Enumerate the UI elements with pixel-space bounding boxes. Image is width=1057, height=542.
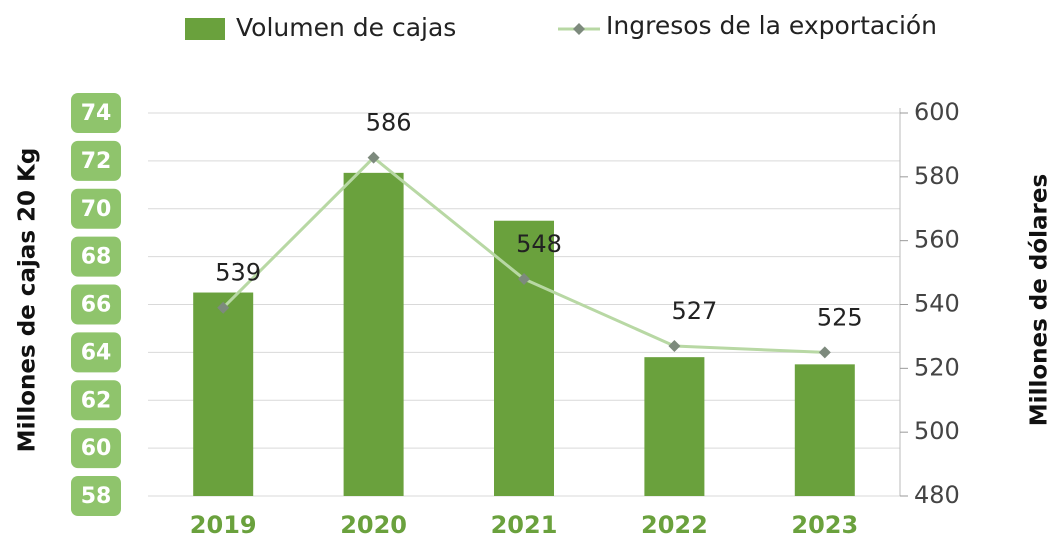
y-tick-label: 72 (81, 149, 112, 174)
data-label: 548 (516, 230, 562, 258)
y2-tick-label: 520 (914, 353, 960, 381)
line-marker (818, 346, 831, 359)
y-tick-label: 62 (81, 388, 112, 413)
y-tick-box (71, 332, 121, 373)
x-tick-label: 2020 (340, 511, 407, 538)
line-marker (668, 339, 681, 352)
line-marker (367, 151, 380, 164)
data-label: 525 (817, 303, 863, 331)
bar (644, 357, 705, 496)
y-tick-label: 66 (81, 293, 112, 318)
y-tick-label: 70 (81, 197, 112, 222)
y-tick-label: 58 (81, 484, 112, 509)
legend-label: Ingresos de la exportación (606, 11, 937, 40)
y2-tick-label: 600 (914, 98, 960, 126)
y-tick-box (71, 236, 121, 277)
line-marker (217, 301, 230, 314)
y-tick-box (71, 140, 121, 181)
legend-marker (573, 23, 585, 35)
y-tick-box (71, 380, 121, 421)
line-marker (518, 272, 530, 285)
y2-tick-label: 480 (914, 481, 960, 509)
x-tick-label: 2019 (190, 511, 257, 538)
data-label: 539 (215, 259, 261, 287)
y-tick-box (71, 188, 121, 229)
data-label: 586 (366, 109, 412, 137)
y-tick-box (71, 428, 121, 469)
y-tick-box (71, 93, 121, 133)
bar (794, 364, 855, 496)
y2-tick-label: 560 (914, 226, 960, 254)
y-tick-label: 68 (81, 245, 112, 270)
y-tick-label: 60 (81, 436, 112, 461)
y2-tick-label: 500 (914, 417, 960, 445)
bar (193, 292, 254, 496)
x-tick-label: 2021 (491, 511, 558, 538)
y2-axis-title: Millones de dólares (1027, 174, 1053, 426)
legend-swatch (185, 18, 225, 40)
bar (494, 220, 554, 496)
legend-label: Volumen de cajas (236, 13, 456, 42)
x-tick-label: 2022 (641, 511, 708, 538)
x-tick-label: 2023 (791, 511, 858, 538)
y-axis-title: Millones de cajas 20 Kg (15, 148, 41, 453)
bar (343, 172, 404, 496)
y-tick-box (71, 476, 121, 516)
y2-tick-label: 580 (914, 162, 960, 190)
data-label: 527 (671, 297, 717, 325)
y-tick-box (71, 284, 121, 325)
y2-tick-label: 540 (914, 290, 960, 318)
y-tick-label: 74 (81, 101, 112, 126)
y-tick-label: 64 (81, 340, 112, 365)
